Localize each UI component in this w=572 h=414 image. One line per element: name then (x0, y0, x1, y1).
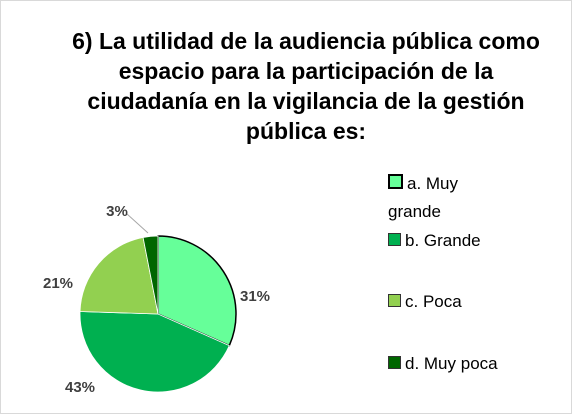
data-label: 43% (65, 379, 95, 396)
legend-entry: b. Grande (388, 227, 518, 255)
legend-label: a. Muy grande (388, 174, 459, 221)
data-label: 31% (240, 288, 270, 305)
legend-label: b. Grande (405, 231, 481, 250)
legend-swatch (388, 356, 401, 369)
pie-slice (157, 235, 237, 347)
pie-slice (79, 236, 159, 315)
legend-entry: c. Poca (388, 288, 518, 316)
legend-entry: a. Muy grande (388, 170, 488, 226)
data-label: 3% (106, 203, 128, 220)
leader-line (126, 213, 149, 234)
legend-swatch (388, 233, 401, 246)
legend-swatch (388, 174, 403, 189)
legend-label: d. Muy poca (405, 354, 498, 373)
data-label: 21% (43, 275, 73, 292)
pie-slice (79, 311, 230, 393)
legend-entry: d. Muy poca (388, 350, 518, 378)
pie-slice (142, 235, 159, 315)
chart-title: 6) La utilidad de la audiencia pública c… (72, 28, 540, 144)
legend-label: c. Poca (405, 292, 462, 311)
legend-swatch (388, 294, 401, 307)
